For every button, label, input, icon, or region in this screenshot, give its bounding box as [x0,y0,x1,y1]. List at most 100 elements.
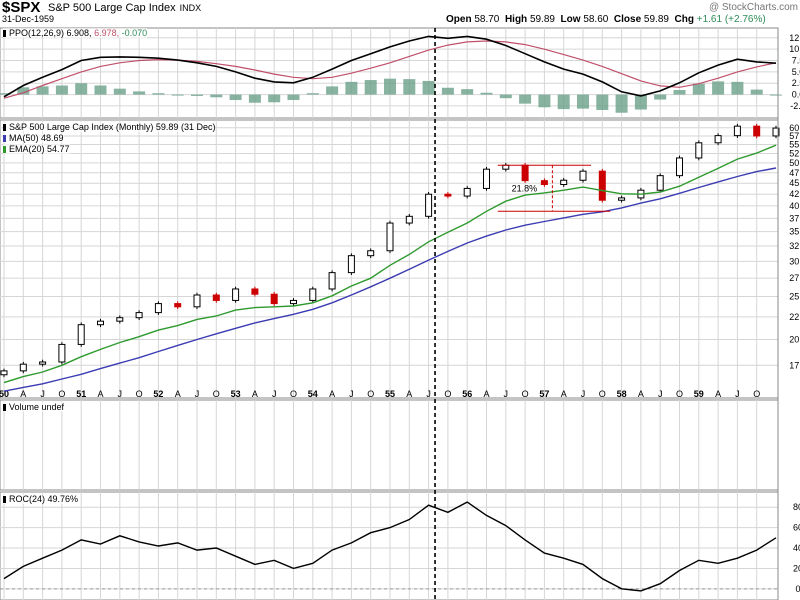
ppo-histogram-bar [0,93,10,95]
price-candle [174,303,182,308]
x-tick-label: A [20,389,26,399]
price-candle [618,197,626,201]
low-value: 58.60 [583,14,609,25]
price-y-tick-label: 47.5 [789,168,800,178]
x-tick-label: O [444,389,451,399]
price-candle [135,312,143,319]
x-tick-label: J [735,389,740,399]
ppo-histogram-bar [557,94,570,110]
price-candle [733,125,741,137]
price-candle [695,142,703,159]
ppo-histogram-bar [152,93,165,95]
exchange: INDX [179,3,202,13]
chart-header: $SPX S&P 500 Large Cap Index INDX 31-Dec-… [0,0,800,26]
x-tick-label: 53 [231,389,241,399]
price-y-tick-label: 25.0 [789,292,800,302]
ema20-legend: EMA(20) 54.77 [3,144,70,154]
x-tick-label: O [290,389,297,399]
x-tick-label: O [753,389,760,399]
ppo-histogram-bar [654,94,667,100]
price-candle [463,187,471,197]
roc-y-tick-label: 0 [795,584,800,594]
ppo-histogram-bar [770,94,782,96]
price-candle [540,180,548,186]
ppo-histogram-bar [750,89,763,95]
price-y-tick-label: 40.0 [789,201,800,211]
high-label: High [504,14,528,25]
open-value: 58.70 [474,14,500,25]
x-tick-label: 59 [694,389,704,399]
price-y-tick-label: 60.0 [789,123,800,133]
price-candle [676,157,683,177]
price-y-tick-label: 27.5 [789,273,800,283]
price-candle [714,135,722,144]
x-tick-label: J [349,389,354,399]
ppo-y-tick-label: -2.5 [790,101,800,111]
ppo-histogram-bar [287,94,300,101]
x-tick-label: O [599,389,606,399]
x-tick-label: 55 [385,389,395,399]
ppo-histogram-bar [36,86,49,95]
x-tick-label: 57 [539,389,549,399]
x-tick-label: O [522,389,529,399]
price-candle [502,164,510,170]
ppo-histogram-bar [191,94,203,96]
price-y-tick-label: 37.5 [789,213,800,223]
annotation-label: 21.8% [512,183,538,193]
x-tick-label: O [676,389,683,399]
ppo-histogram-bar [422,80,435,95]
roc-panel-frame [0,491,779,600]
price-candle [58,343,66,363]
price-y-tick-label: 57.5 [789,131,800,141]
price-y-tick-label: 22.5 [789,312,800,322]
price-swatch [3,124,6,131]
price-candle [386,222,394,252]
price-y-tick-label: 35.0 [789,227,800,237]
price-candle [772,127,780,137]
ppo-histogram-bar [345,81,358,95]
x-tick-label: O [367,389,374,399]
x-tick-label: A [175,389,181,399]
roc-swatch [3,496,6,503]
ma50-swatch [3,135,6,142]
ppo-histogram-bar [731,81,744,95]
volume-swatch [3,404,6,411]
price-candle [444,193,452,197]
price-y-tick-label: 45.0 [789,178,800,188]
ppo-histogram-bar [229,94,242,101]
price-y-tick-label: 42.5 [789,189,800,199]
ppo-histogram-bar [692,83,705,95]
ppo-histogram-bar [133,91,146,95]
x-tick-label: A [483,389,489,399]
price-panel-frame [0,119,779,399]
ppo-histogram-bar [673,90,686,95]
ppo-y-tick-label: 10.0 [789,44,800,54]
ppo-histogram-bar [634,94,647,110]
price-candle [97,320,104,326]
x-tick-label: A [638,389,644,399]
x-tick-label: J [426,389,431,399]
price-y-tick-label: 32.5 [789,241,800,251]
x-tick-label: J [272,389,277,399]
ppo-y-tick-label: 7.5 [792,56,800,66]
symbol: $SPX [2,0,41,16]
ema20-line [3,144,777,384]
price-candle [0,370,8,376]
price-y-tick-label: 50.0 [789,158,800,168]
chart-date: 31-Dec-1959 [2,14,55,24]
high-value: 59.89 [529,14,555,25]
ppo-histogram-bar [712,81,725,95]
price-candle [521,164,529,182]
price-candle [425,193,433,217]
ppo-histogram-bar [55,85,68,95]
price-y-tick-label: 55.0 [789,140,800,150]
x-tick-label: J [40,389,45,399]
ppo-histogram-bar [306,93,319,95]
ppo-histogram-bar [441,87,454,95]
x-tick-label: 52 [153,389,163,399]
security-name-text: S&P 500 Large Cap Index [48,2,176,14]
x-tick-label: O [136,389,143,399]
ppo-line [3,35,777,98]
x-tick-label: J [118,389,123,399]
